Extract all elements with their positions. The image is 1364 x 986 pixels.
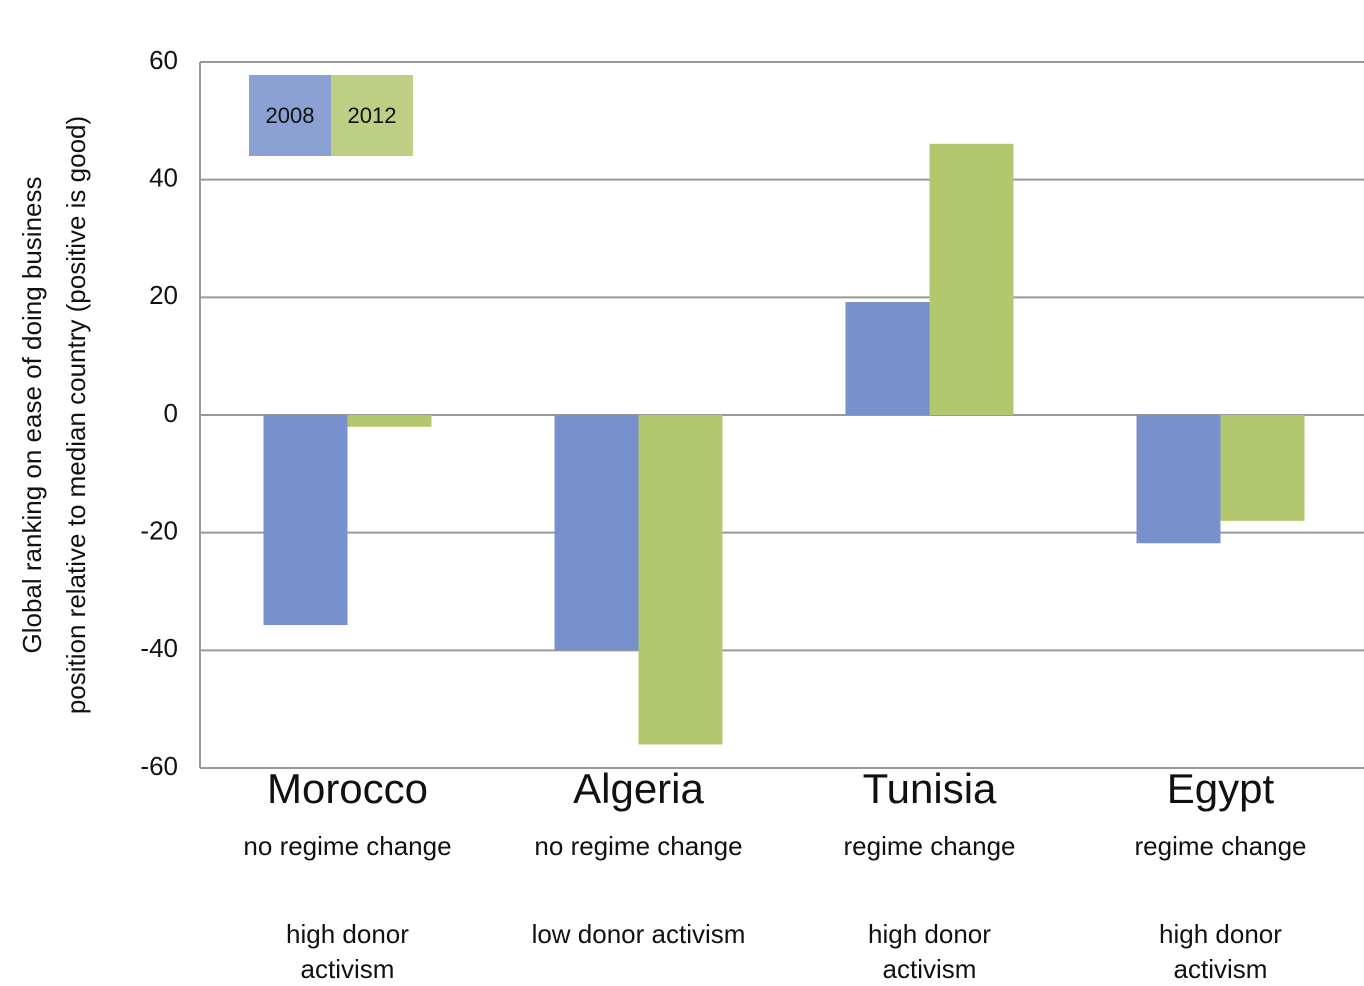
category-note: low donor activism	[531, 919, 746, 949]
category-note: no regime change	[534, 831, 743, 861]
x-tick-label: Egypt	[1167, 765, 1275, 812]
x-tick-label: Algeria	[573, 765, 704, 812]
bar	[929, 143, 1014, 416]
bar	[347, 415, 432, 427]
y-tick-label: 60	[149, 45, 178, 75]
category-note: regime change	[1134, 831, 1307, 861]
category-note: no regime change	[243, 831, 452, 861]
category-note: high donor activism	[1159, 919, 1282, 984]
legend-swatch	[249, 75, 331, 156]
x-tick-label: Morocco	[267, 765, 428, 812]
bar	[1220, 415, 1305, 521]
bar	[263, 415, 348, 626]
legend-label: 2008	[266, 103, 315, 128]
bar	[1136, 415, 1221, 544]
bar	[554, 415, 639, 651]
y-tick-label: -40	[140, 633, 178, 663]
x-tick-label: Tunisia	[863, 765, 997, 812]
y-tick-label: -60	[140, 751, 178, 781]
y-axis-label: position relative to median country (pos…	[61, 116, 91, 714]
category-note: high donor activism	[286, 919, 409, 984]
y-tick-label: 0	[164, 398, 178, 428]
y-axis-label: Global ranking on ease of doing business	[17, 177, 47, 654]
legend-label: 2012	[348, 103, 397, 128]
bar	[638, 415, 723, 745]
legend-swatch	[331, 75, 413, 156]
y-tick-label: 40	[149, 163, 178, 193]
category-note: regime change	[843, 831, 1016, 861]
bar	[845, 302, 930, 415]
category-note: high donor activism	[868, 919, 991, 984]
y-tick-label: -20	[140, 516, 178, 546]
y-tick-label: 20	[149, 280, 178, 310]
